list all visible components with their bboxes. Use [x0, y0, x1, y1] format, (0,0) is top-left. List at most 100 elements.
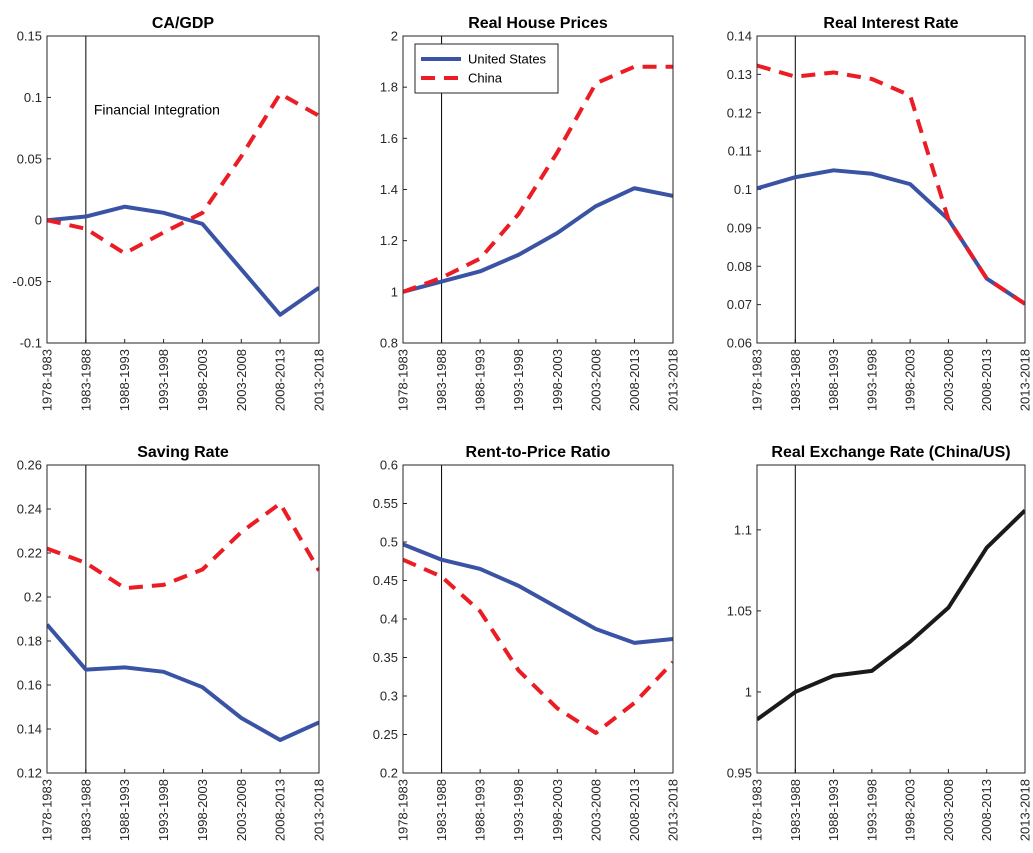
series-line-china — [47, 501, 319, 591]
y-tick-label: 0.12 — [727, 105, 752, 120]
axes-box — [46, 35, 320, 344]
y-tick-label: -0.1 — [20, 336, 42, 351]
y-tick-label: 0.18 — [17, 634, 42, 649]
x-tick-label: 1993-1998 — [156, 349, 171, 411]
x-tick-label: 2003-2008 — [588, 779, 603, 841]
y-tick-label: 0.5 — [380, 535, 398, 550]
y-tick-label: 0.16 — [17, 678, 42, 693]
y-tick-label: 0.11 — [728, 144, 752, 159]
panel-5: Rent-to-Price Ratio 0.2 0.25 0.3 0.35 0.4 0.45… — [373, 444, 681, 841]
x-tick-label: 2008-2013 — [273, 779, 288, 841]
panel-title: Real House Prices — [468, 15, 608, 32]
x-tick-label: 1988-1993 — [473, 349, 488, 411]
x-tick-label: 1978-1983 — [750, 349, 765, 411]
y-tick-label: 0.2 — [24, 590, 42, 605]
legend-label: China — [468, 71, 503, 86]
x-tick-label: 1988-1993 — [117, 349, 132, 411]
x-tick-label: 1998-2003 — [550, 349, 565, 411]
x-tick-label: 1983-1988 — [788, 779, 803, 841]
y-tick-label: 0.1 — [734, 182, 752, 197]
x-tick-label: 1993-1998 — [864, 349, 879, 411]
x-tick-label: 2013-2018 — [1018, 349, 1033, 411]
x-tick-label: 2003-2008 — [941, 779, 956, 841]
series-line-united-states — [47, 623, 319, 742]
x-tick-label: 2003-2008 — [234, 349, 249, 411]
x-tick-label: 2013-2018 — [312, 779, 327, 841]
y-tick-label: 0.05 — [17, 151, 42, 166]
y-tick-label: 1 — [391, 284, 398, 299]
y-tick-label: 0.35 — [373, 650, 398, 665]
x-tick-label: 2008-2013 — [627, 779, 642, 841]
y-tick-label: 1.05 — [727, 603, 752, 618]
y-tick-label: 0.24 — [17, 502, 42, 517]
y-tick-label: 0.26 — [17, 458, 42, 473]
panel-1: CA/GDP -0.1 -0.05 0 0.05 0.1 0.15 1978-1983 1983… — [12, 15, 326, 411]
x-tick-label: 1993-1998 — [864, 779, 879, 841]
y-tick-label: 0.25 — [373, 727, 398, 742]
series-line-united-states — [47, 204, 319, 317]
series-line-united-states — [403, 542, 673, 645]
x-tick-label: 1993-1998 — [511, 779, 526, 841]
y-tick-label: 0.14 — [727, 29, 752, 44]
x-tick-label: 1993-1998 — [156, 779, 171, 841]
x-tick-label: 1978-1983 — [396, 349, 411, 411]
x-tick-label: 2003-2008 — [941, 349, 956, 411]
y-tick-label: -0.05 — [12, 274, 42, 289]
series-line-united-states — [757, 168, 1025, 306]
x-tick-label: 1998-2003 — [195, 349, 210, 411]
panel-title: CA/GDP — [152, 15, 215, 32]
series-line-china — [757, 63, 1025, 306]
x-tick-label: 1998-2003 — [903, 349, 918, 411]
y-tick-label: 1.8 — [380, 80, 398, 95]
axes-box — [756, 464, 1026, 774]
series-line-united-states — [403, 186, 673, 294]
y-tick-label: 0.08 — [727, 259, 752, 274]
y-tick-label: 0.3 — [380, 689, 398, 704]
y-tick-label: 0.95 — [727, 766, 752, 781]
y-tick-label: 0.1 — [24, 90, 42, 105]
panel-3: Real Interest Rate 0.06 0.07 0.08 0.09 0.1 0.1… — [727, 15, 1033, 411]
axes-box — [756, 35, 1026, 344]
x-tick-label: 1983-1988 — [434, 349, 449, 411]
x-tick-label: 1978-1983 — [396, 779, 411, 841]
y-tick-label: 0.15 — [17, 29, 42, 44]
x-tick-label: 2008-2013 — [273, 349, 288, 411]
axes-box — [46, 464, 320, 774]
x-tick-label: 1983-1988 — [78, 349, 93, 411]
x-tick-label: 1988-1993 — [826, 349, 841, 411]
x-tick-label: 2013-2018 — [666, 349, 681, 411]
x-tick-label: 1998-2003 — [550, 779, 565, 841]
y-tick-label: 0.07 — [727, 297, 752, 312]
panel-2: Real House Prices 0.8 1 1.2 1.4 1.6 1.8 2 1978-1… — [380, 15, 681, 411]
y-tick-label: 1.1 — [734, 522, 752, 537]
y-tick-label: 0.6 — [380, 458, 398, 473]
y-tick-label: 1 — [745, 684, 752, 699]
panel-title: Real Interest Rate — [823, 15, 958, 32]
axes-box — [402, 35, 674, 344]
x-tick-label: 2013-2018 — [312, 349, 327, 411]
x-tick-label: 2003-2008 — [234, 779, 249, 841]
y-tick-label: 0.22 — [17, 546, 42, 561]
x-tick-label: 1988-1993 — [117, 779, 132, 841]
y-tick-label: 0.14 — [17, 722, 42, 737]
y-tick-label: 1.4 — [380, 182, 398, 197]
x-tick-label: 2013-2018 — [666, 779, 681, 841]
series-line-china — [47, 91, 319, 256]
panel-title: Rent-to-Price Ratio — [466, 444, 611, 461]
x-tick-label: 1988-1993 — [826, 779, 841, 841]
x-tick-label: 2008-2013 — [627, 349, 642, 411]
x-tick-label: 2008-2013 — [979, 779, 994, 841]
x-tick-label: 1998-2003 — [195, 779, 210, 841]
y-tick-label: 1.2 — [380, 233, 398, 248]
y-tick-label: 2 — [391, 29, 398, 44]
panel-6: Real Exchange Rate (China/US) 0.95 1 1.05 1.… — [727, 444, 1033, 841]
x-tick-label: 1983-1988 — [788, 349, 803, 411]
x-tick-label: 1998-2003 — [903, 779, 918, 841]
series-line-china — [403, 64, 673, 294]
panel-title: Real Exchange Rate (China/US) — [771, 444, 1010, 461]
x-tick-label: 2003-2008 — [588, 349, 603, 411]
x-tick-label: 1988-1993 — [473, 779, 488, 841]
panel-title: Saving Rate — [137, 444, 229, 461]
y-tick-label: 0.09 — [727, 220, 752, 235]
